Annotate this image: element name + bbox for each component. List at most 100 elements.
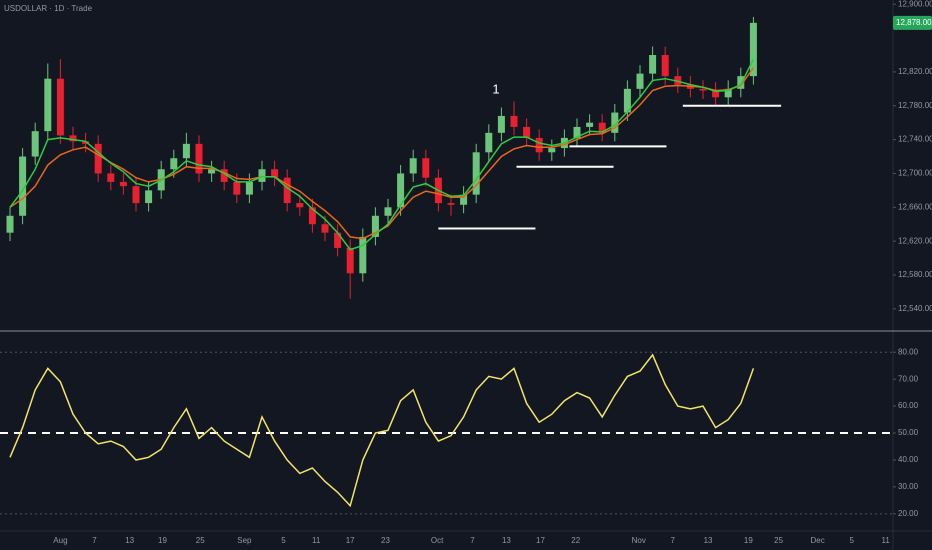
candle-body: [497, 115, 505, 133]
candle-body: [598, 122, 606, 133]
ma-fast-line: [9, 58, 755, 251]
annotation: 1: [492, 81, 499, 96]
candle-body: [107, 173, 115, 182]
x-tick-label: Oct: [431, 536, 444, 545]
x-tick-label: 22: [571, 536, 580, 545]
y-tick-label: 12,740.00: [898, 135, 932, 144]
y-tick-label: 12,820.00: [898, 67, 932, 76]
last-price-label: 12,878.00: [896, 18, 932, 27]
candle-body: [346, 247, 354, 274]
y-tick-label: 12,660.00: [898, 202, 932, 211]
candle-body: [296, 203, 304, 208]
candle-body: [548, 148, 556, 153]
candle-body: [308, 207, 316, 225]
last-price-box: [893, 15, 932, 30]
x-tick-label: 7: [671, 536, 676, 545]
candle-body: [82, 141, 90, 144]
candle-body: [636, 73, 644, 89]
x-tick-label: 13: [502, 536, 511, 545]
candle-body: [283, 177, 291, 204]
candle-body: [749, 22, 757, 77]
candle-body: [460, 194, 468, 205]
candle-body: [132, 186, 140, 204]
x-tick-label: Sep: [237, 536, 252, 545]
candle-body: [535, 137, 543, 153]
candle-body: [94, 143, 102, 174]
x-tick-label: 25: [196, 536, 205, 545]
candle-body: [447, 203, 455, 205]
candle-body: [573, 126, 581, 138]
x-tick-label: 13: [704, 536, 713, 545]
candle-body: [6, 215, 14, 233]
candle-body: [472, 152, 480, 195]
chart-title: USDOLLAR · 1D · Trade: [4, 4, 93, 13]
candle-body: [510, 115, 518, 127]
candle-body: [334, 232, 342, 248]
rsi-line: [9, 353, 755, 508]
candle-body: [31, 131, 39, 157]
x-tick-label: 25: [774, 536, 783, 545]
candle-body: [397, 173, 405, 208]
candle-body: [271, 169, 279, 178]
candle-body: [195, 143, 203, 174]
candle-body: [220, 169, 228, 182]
candle-body: [737, 76, 745, 89]
candle-body: [19, 156, 27, 216]
candle-body: [724, 88, 732, 98]
y-tick-label: 12,580.00: [898, 270, 932, 279]
x-tick-label: 17: [346, 536, 355, 545]
x-tick-label: Aug: [53, 536, 67, 545]
x-tick-label: 7: [92, 536, 97, 545]
rsi-y-tick-label: 70.00: [898, 374, 919, 383]
rsi-y-tick-label: 80.00: [898, 347, 919, 356]
x-tick-label: 23: [381, 536, 390, 545]
x-tick-label: 11: [312, 536, 321, 545]
rsi-y-tick-label: 30.00: [898, 482, 919, 491]
candle-body: [409, 158, 417, 174]
x-tick-label: 17: [536, 536, 545, 545]
candle-body: [674, 76, 682, 85]
candle-body: [44, 78, 52, 132]
candle-body: [661, 55, 669, 77]
candle-body: [182, 143, 190, 159]
candle-body: [56, 78, 64, 136]
candle-body: [623, 88, 631, 113]
candle-body: [170, 158, 178, 170]
candle-body: [359, 236, 367, 274]
candle-body: [712, 90, 720, 98]
x-tick-label: 5: [849, 536, 854, 545]
y-tick-label: 12,900.00: [898, 0, 932, 8]
rsi-y-tick-label: 50.00: [898, 428, 919, 437]
y-tick-label: 12,780.00: [898, 101, 932, 110]
y-tick-label: 12,700.00: [898, 169, 932, 178]
rsi-y-tick-label: 40.00: [898, 455, 919, 464]
x-tick-label: 19: [158, 536, 167, 545]
rsi-y-tick-label: 20.00: [898, 509, 919, 518]
x-tick-label: 13: [125, 536, 134, 545]
candle-body: [145, 190, 153, 204]
x-tick-label: Dec: [811, 536, 825, 545]
candle-body: [233, 181, 241, 195]
rsi-y-tick-label: 60.00: [898, 401, 919, 410]
candle-body: [586, 122, 594, 127]
candle-body: [384, 207, 392, 216]
candle-body: [258, 169, 266, 182]
candle-body: [245, 181, 253, 195]
candle-body: [422, 158, 430, 178]
candle-body: [321, 224, 329, 233]
x-tick-label: 11: [882, 536, 891, 545]
candle-body: [69, 135, 77, 142]
candle-body: [611, 112, 619, 133]
candle-body: [649, 55, 657, 74]
y-tick-label: 12,540.00: [898, 304, 932, 313]
x-tick-label: 7: [470, 536, 475, 545]
y-tick-label: 12,620.00: [898, 236, 932, 245]
x-tick-label: 19: [744, 536, 753, 545]
candle-body: [699, 88, 707, 91]
candle-body: [523, 126, 531, 138]
candle-body: [371, 215, 379, 237]
x-tick-label: Nov: [632, 536, 646, 545]
